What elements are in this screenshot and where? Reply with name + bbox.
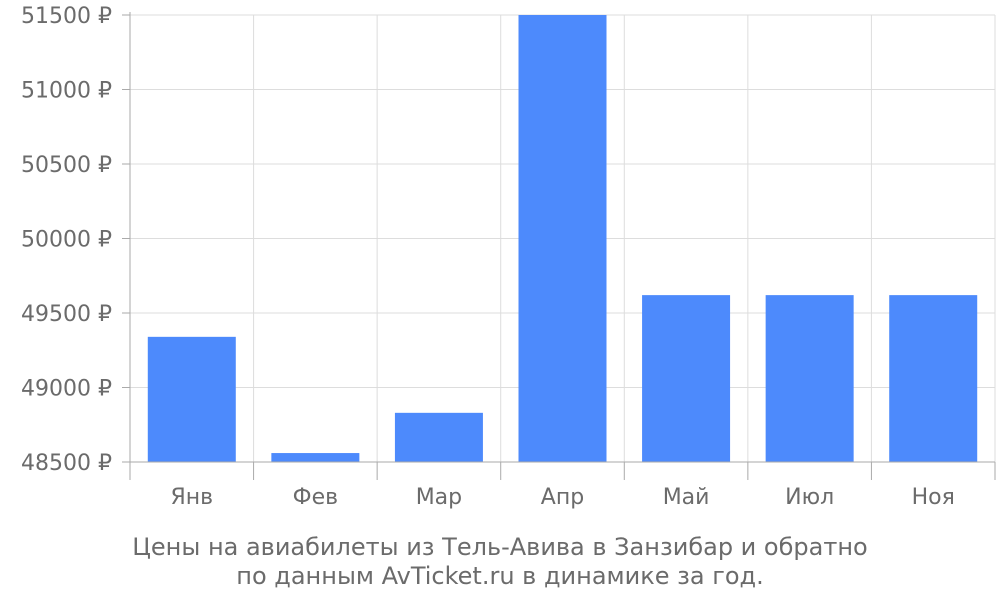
bar-chart: 48500 ₽ 49000 ₽ 49500 ₽ 50000 ₽ 50500 ₽ 51000… [21,4,996,510]
bar [642,295,731,462]
x-tick-label: Ноя [912,485,955,510]
x-tick-label: Янв [170,485,213,510]
bar [765,295,854,462]
chart-caption-line-1: Цены на авиабилеты из Тель-Авива в Занзи… [132,533,868,561]
y-tick-label: 51500 ₽ [21,4,112,29]
x-tick-label: Июл [785,485,834,510]
y-tick-labels: 48500 ₽ 49000 ₽ 49500 ₽ 50000 ₽ 50500 ₽ 51000… [21,4,112,476]
x-tick-label: Мар [416,485,462,510]
chart-caption-line-2: по данным AvTicket.ru в динамике за год. [236,562,764,590]
bars [147,15,978,462]
x-tick-label: Май [663,485,710,510]
y-tick-label: 49500 ₽ [21,302,112,327]
x-tick-labels: Янв Фев Мар Апр Май Июл Ноя [170,485,954,510]
x-tick-label: Фев [293,485,338,510]
y-tick-label: 48500 ₽ [21,451,112,476]
bar [518,15,607,462]
bar [394,412,483,462]
y-tick-label: 51000 ₽ [21,79,112,104]
x-tick-label: Апр [541,485,584,510]
y-tick-label: 50000 ₽ [21,228,112,253]
bar [147,336,236,462]
y-tick-label: 50500 ₽ [21,153,112,178]
axes [122,12,996,480]
y-tick-label: 49000 ₽ [21,377,112,402]
bar [271,453,360,462]
bar [889,295,978,462]
